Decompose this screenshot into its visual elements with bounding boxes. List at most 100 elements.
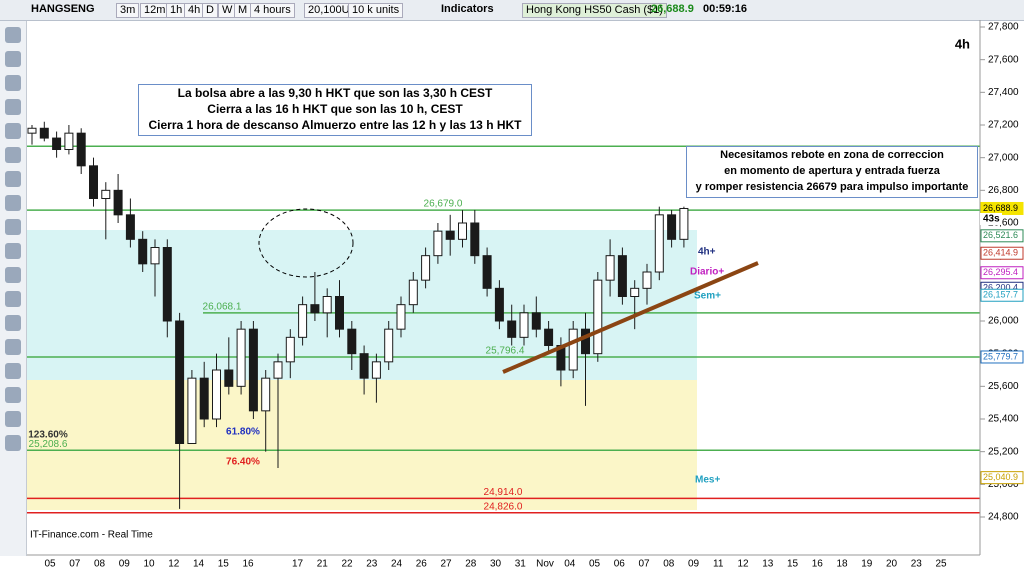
candle-body: [150, 247, 160, 265]
candle-body: [76, 132, 86, 167]
candle-body: [236, 328, 246, 387]
candle-body: [470, 222, 480, 257]
x-tick-label: 10: [143, 559, 155, 570]
y-tick-label: 25,000: [988, 479, 1019, 490]
y-tick-label: 26,400: [988, 250, 1019, 261]
units-count[interactable]: 20,100U: [304, 3, 354, 18]
y-tick-label: 24,800: [988, 512, 1019, 523]
y-tick-label: 25,600: [988, 381, 1019, 392]
candle-body: [125, 214, 135, 240]
x-tick-label: 31: [515, 559, 527, 570]
period-button[interactable]: M: [234, 3, 252, 18]
period-button[interactable]: W: [218, 3, 237, 18]
price-tag: [980, 201, 1024, 215]
left-toolbar: [0, 21, 27, 556]
x-tick-label: 16: [812, 559, 824, 570]
x-tick-label: 06: [614, 559, 626, 570]
x-tick-label: 05: [44, 559, 56, 570]
annotation: 4h+: [698, 247, 716, 258]
level-label: 24,826.0: [484, 501, 523, 512]
note-line: La bolsa abre a las 9,30 h HKT que son l…: [177, 86, 493, 100]
candle-body: [285, 336, 295, 363]
x-tick-label: 08: [94, 559, 106, 570]
x-tick-label: 15: [787, 559, 799, 570]
candle-body: [347, 328, 357, 355]
candle-body: [335, 296, 344, 330]
y-tick-label: 27,400: [988, 87, 1019, 98]
candle-body: [27, 127, 37, 134]
clock: 00:59:16: [703, 3, 748, 15]
candle-body: [630, 287, 640, 298]
band: [27, 380, 697, 510]
note-line: Cierra 1 hora de descanso Almuerzo entre…: [148, 118, 522, 132]
candle-body: [162, 247, 172, 322]
source: IT-Finance.com - Real Time: [30, 530, 153, 541]
candle-body: [89, 165, 98, 199]
candle-body: [679, 207, 689, 240]
candle-body: [667, 214, 677, 240]
x-tick-label: 23: [911, 559, 923, 570]
candle-body: [642, 271, 652, 289]
candle-body: [359, 353, 369, 379]
candle-body: [52, 137, 62, 150]
x-tick-label: 23: [366, 559, 378, 570]
price-tag: [980, 266, 1024, 280]
period-button[interactable]: 4h: [184, 3, 205, 18]
y-tick-label: 26,800: [988, 185, 1019, 196]
indicators[interactable]: Indicators: [441, 3, 494, 15]
price-tag-label: 26,688.9: [983, 203, 1018, 213]
note-line: Necesitamos rebote en zona de correccion: [720, 149, 944, 161]
y-tick-label: 26,600: [988, 218, 1019, 229]
price-tag-label: 26,295.4: [983, 267, 1018, 277]
x-tick-label: 25: [935, 559, 947, 570]
period-button[interactable]: 12m: [140, 3, 170, 18]
x-tick-label: 07: [638, 559, 650, 570]
annotation: 123.60%: [28, 430, 68, 441]
x-tick-label: 05: [589, 559, 601, 570]
price: 26,688.9: [651, 3, 694, 15]
price-tag-label: 26,521.6: [983, 230, 1018, 240]
candle-body: [113, 189, 123, 216]
period-button[interactable]: D: [202, 3, 218, 18]
x-tick-label: 11: [713, 559, 724, 570]
units[interactable]: 10 k units: [348, 3, 404, 18]
instrument[interactable]: Hong Kong HS50 Cash ($1): [522, 3, 667, 18]
y-tick-label: 27,200: [988, 120, 1019, 131]
candle-body: [605, 255, 615, 281]
x-tick-label: 17: [292, 559, 304, 570]
candle-body: [531, 312, 541, 330]
x-tick-label: 24: [391, 559, 403, 570]
level-label: 24,914.0: [484, 487, 523, 498]
countdown: 43s: [983, 214, 1000, 225]
candle-body: [261, 377, 271, 412]
candle-body: [421, 255, 431, 281]
price-tag-label: 25,040.9: [983, 472, 1018, 482]
timeframe-label: 4h: [955, 36, 970, 51]
candle-body: [568, 328, 578, 371]
highlight-ellipse: [258, 208, 354, 278]
timeframe[interactable]: 4 hours: [250, 3, 295, 18]
candle-body: [224, 369, 234, 387]
x-tick-label: 08: [663, 559, 675, 570]
x-tick-label: 13: [762, 559, 774, 570]
candle-body: [396, 304, 406, 330]
candle-body: [371, 361, 381, 379]
candle-body: [322, 296, 332, 314]
x-tick-label: 30: [490, 559, 502, 570]
candle-body: [507, 320, 517, 338]
candle-body: [494, 287, 504, 322]
period-button[interactable]: 3m: [116, 3, 140, 18]
candle-body: [482, 255, 492, 289]
note-box: Necesitamos rebote en zona de correccion…: [686, 146, 978, 198]
candle-body: [581, 328, 590, 355]
level-label: 25,208.6: [29, 439, 68, 450]
candle-body: [433, 230, 443, 257]
candle-body: [654, 214, 664, 273]
countdown-bg: [980, 213, 1002, 225]
candle-body: [138, 238, 148, 265]
symbol[interactable]: HANGSENG: [31, 3, 95, 15]
level-label: 25,796.4: [486, 346, 525, 357]
candle-body: [273, 361, 283, 379]
x-tick-label: 16: [242, 559, 254, 570]
